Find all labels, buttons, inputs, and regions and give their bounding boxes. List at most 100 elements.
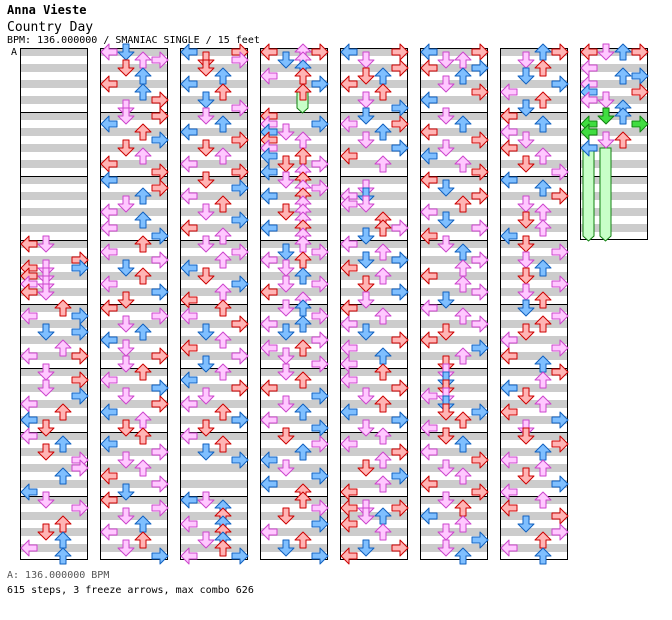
- beat-band: [500, 512, 568, 520]
- right-arrow-icon: [71, 347, 89, 365]
- right-arrow-icon: [311, 515, 329, 533]
- beat-band: [340, 320, 408, 328]
- right-arrow-icon: [151, 179, 169, 197]
- down-arrow-icon: [277, 299, 295, 317]
- left-arrow-icon: [20, 235, 38, 253]
- left-arrow-icon: [500, 227, 518, 245]
- beat-band: [100, 400, 168, 408]
- left-arrow-icon: [420, 267, 438, 285]
- beat-band: [340, 448, 408, 456]
- up-arrow-icon: [294, 371, 312, 389]
- beat-band: [100, 432, 168, 440]
- left-arrow-icon: [180, 75, 198, 93]
- beat-band: [20, 480, 88, 488]
- left-arrow-icon: [100, 275, 118, 293]
- down-arrow-icon: [117, 107, 135, 125]
- up-arrow-icon: [134, 459, 152, 477]
- up-arrow-icon: [614, 131, 632, 149]
- beat-band: [260, 288, 328, 296]
- down-arrow-icon: [277, 203, 295, 221]
- up-arrow-icon: [134, 123, 152, 141]
- right-arrow-icon: [471, 131, 489, 149]
- beat-band: [100, 528, 168, 536]
- right-arrow-icon: [311, 499, 329, 517]
- up-arrow-icon: [534, 491, 552, 509]
- up-arrow-icon: [374, 155, 392, 173]
- down-arrow-icon: [197, 419, 215, 437]
- down-arrow-icon: [437, 235, 455, 253]
- down-arrow-icon: [437, 403, 455, 421]
- down-arrow-icon: [517, 99, 535, 117]
- beat-band: [500, 320, 568, 328]
- up-arrow-icon: [534, 547, 552, 565]
- down-arrow-icon: [437, 139, 455, 157]
- up-arrow-icon: [614, 67, 632, 85]
- beat-band: [260, 416, 328, 424]
- beat-band: [20, 352, 88, 360]
- beat-band: [420, 352, 488, 360]
- right-arrow-icon: [231, 99, 249, 117]
- freeze-arrow: [599, 147, 612, 242]
- down-arrow-icon: [197, 171, 215, 189]
- down-arrow-icon: [517, 267, 535, 285]
- up-arrow-icon: [454, 115, 472, 133]
- up-arrow-icon: [374, 523, 392, 541]
- up-arrow-icon: [534, 459, 552, 477]
- right-arrow-icon: [231, 451, 249, 469]
- left-arrow-icon: [20, 347, 38, 365]
- right-arrow-icon: [311, 307, 329, 325]
- down-arrow-icon: [277, 155, 295, 173]
- left-arrow-icon: [420, 171, 438, 189]
- right-arrow-icon: [391, 379, 409, 397]
- left-arrow-icon: [420, 227, 438, 245]
- down-arrow-icon: [37, 283, 55, 301]
- right-arrow-icon: [71, 371, 89, 389]
- down-arrow-icon: [357, 291, 375, 309]
- right-arrow-icon: [471, 219, 489, 237]
- up-arrow-icon: [534, 443, 552, 461]
- beat-band: [100, 304, 168, 312]
- beat-band: [580, 208, 648, 216]
- up-arrow-icon: [214, 283, 232, 301]
- left-arrow-icon: [420, 59, 438, 77]
- left-arrow-icon: [500, 107, 518, 125]
- down-arrow-icon: [197, 235, 215, 253]
- down-arrow-icon: [517, 131, 535, 149]
- beat-band: [260, 480, 328, 488]
- down-arrow-icon: [197, 139, 215, 157]
- up-arrow-icon: [214, 83, 232, 101]
- beat-band: [500, 128, 568, 136]
- right-arrow-icon: [471, 59, 489, 77]
- left-arrow-icon: [180, 187, 198, 205]
- left-arrow-icon: [260, 43, 278, 61]
- right-arrow-icon: [631, 83, 649, 101]
- right-arrow-icon: [151, 475, 169, 493]
- right-arrow-icon: [231, 547, 249, 565]
- right-arrow-icon: [231, 347, 249, 365]
- left-arrow-icon: [180, 395, 198, 413]
- down-arrow-icon: [277, 539, 295, 557]
- beat-band: [20, 128, 88, 136]
- right-arrow-icon: [391, 539, 409, 557]
- down-arrow-icon: [437, 75, 455, 93]
- right-arrow-icon: [311, 75, 329, 93]
- beat-band: [180, 400, 248, 408]
- up-arrow-icon: [454, 155, 472, 173]
- right-arrow-icon: [631, 115, 649, 133]
- right-arrow-icon: [231, 379, 249, 397]
- left-arrow-icon: [100, 75, 118, 93]
- left-arrow-icon: [180, 123, 198, 141]
- right-arrow-icon: [231, 411, 249, 429]
- down-arrow-icon: [357, 195, 375, 213]
- beat-band: [500, 464, 568, 472]
- left-arrow-icon: [500, 483, 518, 501]
- down-arrow-icon: [517, 235, 535, 253]
- beat-band: [500, 176, 568, 184]
- up-arrow-icon: [374, 219, 392, 237]
- beat-band: [180, 80, 248, 88]
- down-arrow-icon: [117, 355, 135, 373]
- beat-band: [420, 448, 488, 456]
- down-arrow-icon: [117, 139, 135, 157]
- right-arrow-icon: [631, 43, 649, 61]
- left-arrow-icon: [20, 307, 38, 325]
